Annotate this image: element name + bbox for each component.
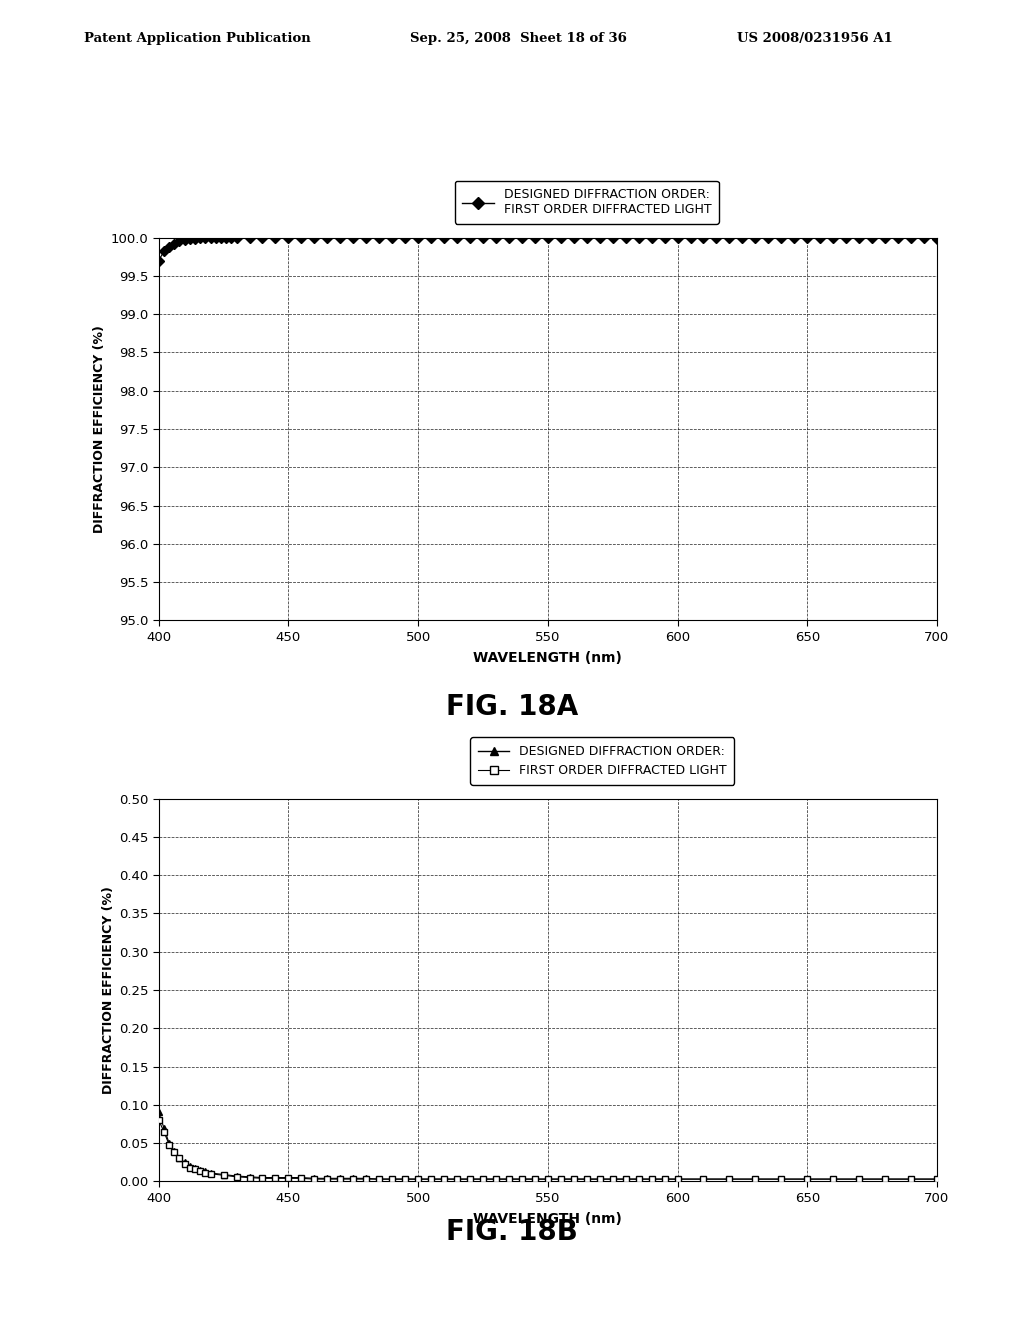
Text: US 2008/0231956 A1: US 2008/0231956 A1 xyxy=(737,32,893,45)
X-axis label: WAVELENGTH (nm): WAVELENGTH (nm) xyxy=(473,651,623,665)
Y-axis label: DIFFRACTION EFFICIENCY (%): DIFFRACTION EFFICIENCY (%) xyxy=(101,886,115,1094)
Text: FIG. 18B: FIG. 18B xyxy=(446,1218,578,1246)
Text: FIG. 18A: FIG. 18A xyxy=(445,693,579,721)
Text: Sep. 25, 2008  Sheet 18 of 36: Sep. 25, 2008 Sheet 18 of 36 xyxy=(410,32,627,45)
Y-axis label: DIFFRACTION EFFICIENCY (%): DIFFRACTION EFFICIENCY (%) xyxy=(93,325,106,533)
X-axis label: WAVELENGTH (nm): WAVELENGTH (nm) xyxy=(473,1212,623,1226)
Legend: DESIGNED DIFFRACTION ORDER:, FIRST ORDER DIFFRACTED LIGHT: DESIGNED DIFFRACTION ORDER:, FIRST ORDER… xyxy=(470,738,734,784)
Legend: DESIGNED DIFFRACTION ORDER:
FIRST ORDER DIFFRACTED LIGHT: DESIGNED DIFFRACTION ORDER: FIRST ORDER … xyxy=(455,181,719,223)
Text: Patent Application Publication: Patent Application Publication xyxy=(84,32,310,45)
